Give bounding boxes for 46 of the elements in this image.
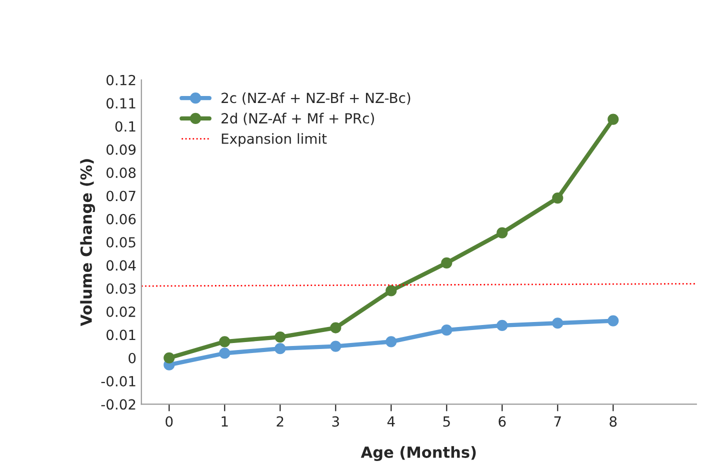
legend-label: 2c (NZ-Af + NZ-Bf + NZ-Bc) [222, 92, 410, 105]
point [496, 227, 508, 238]
x-tick-label: 4 [387, 416, 395, 427]
y-tick-label: 0.1 [115, 121, 136, 132]
x-tick-label: 6 [498, 416, 506, 427]
point [219, 336, 230, 348]
x-tick-label: 1 [222, 416, 228, 427]
y-tick-label: 0.02 [106, 306, 136, 318]
y-tick-label: 0.06 [106, 214, 136, 224]
y-tick-label: 0 [128, 352, 136, 364]
point [274, 331, 286, 343]
x-tick-label: 0 [166, 416, 173, 427]
point [219, 348, 230, 359]
y-tick-label: 0.09 [106, 144, 136, 155]
x-tick-label: 8 [610, 416, 617, 427]
legend-label: Expansion limit [222, 133, 327, 147]
point [330, 340, 342, 352]
point [274, 343, 286, 354]
y-tick-label: 0.12 [106, 74, 136, 86]
point [386, 285, 397, 296]
y-tick-label: 0.07 [106, 190, 136, 202]
y-tick-label: -0.02 [101, 399, 136, 410]
y-tick-label: -0.01 [101, 376, 136, 387]
y-tick-label: 0.03 [106, 283, 136, 294]
x-tick-label: 2 [276, 416, 284, 427]
point [386, 336, 397, 348]
point [441, 257, 452, 268]
point [552, 192, 564, 204]
x-tick-label: 5 [443, 416, 450, 427]
y-tick-label: 0.08 [106, 168, 136, 178]
point [552, 318, 564, 329]
x-tick-label: 3 [332, 416, 339, 427]
point [608, 114, 619, 125]
y-tick-label: 0.11 [106, 98, 136, 109]
point [496, 320, 508, 331]
y-tick-label: 0.05 [106, 237, 136, 248]
point [608, 315, 619, 326]
point [330, 322, 342, 334]
x-tick-label: 7 [554, 416, 561, 427]
point [441, 324, 452, 336]
y-axis-title: Volume Change (%) [80, 159, 96, 326]
y-tick-label: 0.04 [106, 260, 136, 271]
y-tick-label: 0.01 [106, 330, 136, 340]
x-axis-title: Age (Months) [360, 446, 476, 462]
point [164, 352, 175, 364]
legend-label: 2d (NZ-Af + Mf + PRc) [222, 112, 374, 126]
